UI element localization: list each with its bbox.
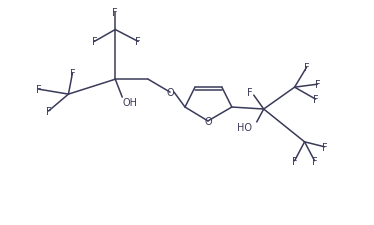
Text: F: F [315,80,320,90]
Text: F: F [135,37,141,47]
Text: O: O [166,88,174,98]
Text: O: O [204,116,212,126]
Text: F: F [312,156,317,166]
Text: F: F [313,95,318,105]
Text: F: F [36,85,42,95]
Text: F: F [92,37,97,47]
Text: F: F [113,8,118,18]
Text: F: F [247,88,252,98]
Text: F: F [46,106,51,117]
Text: F: F [70,69,75,79]
Text: HO: HO [237,122,252,132]
Text: F: F [292,156,297,166]
Text: F: F [304,63,309,73]
Text: OH: OH [123,98,138,108]
Text: F: F [322,142,327,152]
